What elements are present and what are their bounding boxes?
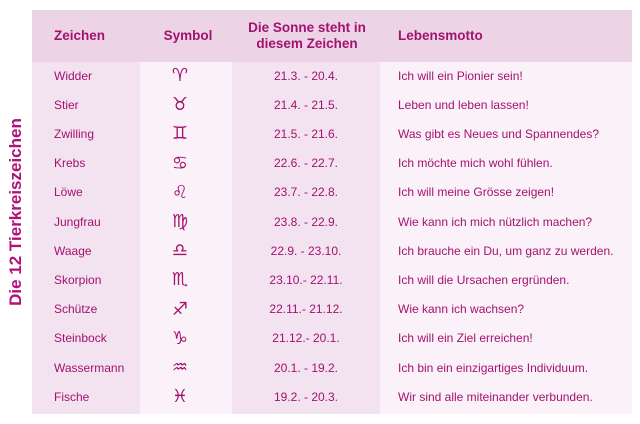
zodiac-symbol-icon: ♑︎ — [171, 327, 189, 348]
motto-cell: Ich will ein Pionier sein! — [398, 68, 523, 83]
period-cell: 20.1. - 19.2. — [273, 360, 339, 375]
column-bg — [140, 62, 232, 414]
header-symbol: Symbol — [163, 28, 213, 43]
zodiac-symbol-icon: ♌︎ — [171, 181, 189, 202]
sign-cell: Löwe — [54, 185, 83, 200]
header-sign: Zeichen — [54, 28, 106, 43]
table-row: Waage ♎︎ 22.9. - 23.10. Ich brauche ein Du,… — [32, 236, 632, 265]
sign-cell: Skorpion — [54, 272, 102, 287]
table-row: Löwe ♌︎ 23.7. - 22.8. Ich will meine Grösse… — [32, 178, 632, 207]
sign-cell: Widder — [54, 68, 93, 83]
table-row: Krebs ♋︎ 22.6. - 22.7. Ich möchte mich wohl… — [32, 149, 632, 178]
zodiac-symbol-icon: ♍︎ — [171, 211, 189, 231]
header-motto: Lebensmotto — [398, 28, 483, 43]
sign-cell: Steinbock — [54, 331, 107, 346]
zodiac-table: Zeichen Symbol Die Sonne steht in diesem… — [32, 10, 632, 414]
zodiac-symbol-icon: ♋︎ — [171, 152, 189, 173]
period-cell: 21.12.- 20.1. — [272, 331, 340, 346]
header-period: Die Sonne steht in diesem Zeichen — [248, 20, 366, 51]
period-cell: 23.10.- 22.11. — [269, 272, 343, 287]
table-row: Schütze ♐︎ 22.11.- 21.12. Wie kann ich wach… — [32, 295, 632, 324]
table-row: Widder ♈︎ 21.3. - 20.4. Ich will ein Pionie… — [32, 61, 632, 90]
period-cell: 23.7. - 22.8. — [273, 185, 339, 200]
table-header: Zeichen Symbol Die Sonne steht in diesem… — [32, 10, 632, 62]
motto-cell: Wir sind alle miteinander verbunden. — [398, 389, 593, 404]
motto-cell: Ich will meine Grösse zeigen! — [398, 185, 555, 200]
zodiac-symbol-icon: ♎︎ — [171, 240, 189, 261]
column-bg — [32, 62, 140, 414]
motto-cell: Ich will die Ursachen ergründen. — [398, 272, 570, 287]
zodiac-symbol-icon: ♓︎ — [171, 386, 189, 407]
sign-cell: Zwilling — [54, 126, 95, 141]
zodiac-symbol-icon: ♈︎ — [171, 65, 189, 85]
sign-cell: Wassermann — [54, 360, 125, 375]
sign-cell: Jungfrau — [54, 214, 101, 229]
period-cell: 22.9. - 23.10. — [270, 243, 342, 258]
period-cell: 21.5. - 21.6. — [273, 126, 339, 141]
table-row: Jungfrau ♍︎ 23.8. - 22.9. Wie kann ich mich… — [32, 207, 632, 236]
zodiac-symbol-icon: ♊︎ — [171, 123, 189, 144]
motto-cell: Ich brauche ein Du, um ganz zu werden. — [398, 243, 614, 258]
table-row: Steinbock ♑︎ 21.12.- 20.1. Ich will ein Zie… — [32, 324, 632, 353]
motto-cell: Ich möchte mich wohl fühlen. — [398, 156, 553, 171]
motto-cell: Ich bin ein einzigartiges Individuum. — [398, 360, 589, 375]
motto-cell: Leben und leben lassen! — [398, 97, 529, 112]
sign-cell: Waage — [54, 243, 92, 258]
table-row: Zwilling ♊︎ 21.5. - 21.6. Was gibt es Neues… — [32, 119, 632, 148]
table-title: Die 12 Tierkreiszeichen — [6, 118, 25, 306]
sign-cell: Schütze — [54, 302, 98, 317]
table-row: Stier ♉︎ 21.4. - 21.5. Leben und leben lass… — [32, 90, 632, 119]
table-row: Skorpion ♏︎ 23.10.- 22.11. Ich will die Urs… — [32, 265, 632, 294]
period-cell: 23.8. - 22.9. — [273, 214, 339, 229]
table-row: Wassermann ♒︎ 20.1. - 19.2. Ich bin ein ein… — [32, 353, 632, 382]
column-bg — [232, 62, 380, 414]
period-cell: 21.3. - 20.4. — [273, 68, 339, 83]
zodiac-symbol-icon: ♐︎ — [171, 298, 189, 319]
zodiac-symbol-icon: ♏︎ — [171, 269, 189, 290]
period-cell: 22.11.- 21.12. — [269, 302, 343, 317]
sign-cell: Stier — [54, 97, 79, 112]
sign-cell: Fische — [54, 389, 90, 404]
period-cell: 21.4. - 21.5. — [273, 97, 339, 112]
motto-cell: Wie kann ich mich nützlich machen? — [398, 214, 593, 229]
period-cell: 22.6. - 22.7. — [273, 156, 339, 171]
motto-cell: Wie kann ich wachsen? — [398, 302, 525, 317]
motto-cell: Ich will ein Ziel erreichen! — [398, 331, 533, 346]
sign-cell: Krebs — [54, 156, 86, 171]
period-cell: 19.2. - 20.3. — [273, 389, 339, 404]
column-bg — [380, 62, 632, 414]
motto-cell: Was gibt es Neues und Spannendes? — [398, 126, 600, 141]
zodiac-symbol-icon: ♉︎ — [171, 94, 189, 115]
table-row: Fische ♓︎ 19.2. - 20.3. Wir sind alle mitei… — [32, 382, 632, 411]
zodiac-symbol-icon: ♒︎ — [171, 357, 189, 377]
